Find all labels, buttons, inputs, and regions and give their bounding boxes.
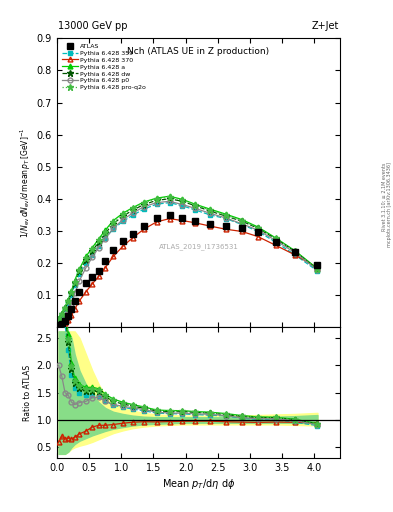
- Y-axis label: $1/N_\mathrm{ev}\,dN_\mathrm{ev}/d\,\mathrm{mean}\,p_T\,[\mathrm{GeV}]^{-1}$: $1/N_\mathrm{ev}\,dN_\mathrm{ev}/d\,\mat…: [18, 127, 33, 238]
- Text: Z+Jet: Z+Jet: [312, 20, 339, 31]
- Text: Nch (ATLAS UE in Z production): Nch (ATLAS UE in Z production): [127, 47, 270, 56]
- Y-axis label: Ratio to ATLAS: Ratio to ATLAS: [24, 365, 33, 421]
- Text: 13000 GeV pp: 13000 GeV pp: [58, 20, 128, 31]
- X-axis label: Mean $p_T$/d$\eta$ d$\phi$: Mean $p_T$/d$\eta$ d$\phi$: [162, 477, 235, 492]
- Text: ATLAS_2019_I1736531: ATLAS_2019_I1736531: [158, 243, 239, 249]
- Legend: ATLAS, Pythia 6.428 359, Pythia 6.428 370, Pythia 6.428 a, Pythia 6.428 dw, Pyth: ATLAS, Pythia 6.428 359, Pythia 6.428 37…: [60, 41, 148, 92]
- Text: Rivet 3.1.10; ≥ 2.1M events
mcplots.cern.ch [arXiv:1306.3436]: Rivet 3.1.10; ≥ 2.1M events mcplots.cern…: [382, 162, 392, 247]
